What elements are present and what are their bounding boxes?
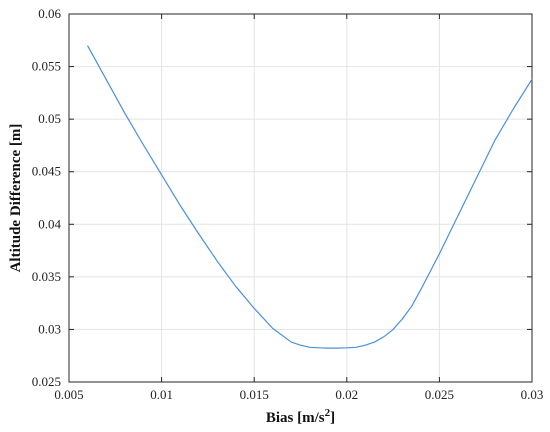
y-tick-label: 0.035 <box>32 269 61 284</box>
axes-frame <box>68 13 533 383</box>
plot-frame <box>68 13 533 383</box>
x-tick-label: 0.01 <box>150 387 173 402</box>
x-axis-title: Bias [m/s2] <box>266 407 335 426</box>
x-axis-title-superscript: 2 <box>325 407 331 419</box>
y-tick-label: 0.06 <box>38 6 61 21</box>
x-tick-label: 0.015 <box>240 387 269 402</box>
grid <box>68 13 533 383</box>
y-tick-label: 0.05 <box>38 111 61 126</box>
ticks: 0.005 0.01 0.015 0.02 0.025 0.03 0.025 0.03 0.03… <box>32 6 544 402</box>
x-tick-label: 0.03 <box>521 387 544 402</box>
series-layer <box>86 45 533 349</box>
x-axis-title-suffix: ] <box>330 410 335 426</box>
y-tick-label: 0.055 <box>32 59 61 74</box>
x-tick-label: 0.005 <box>54 387 83 402</box>
x-tick-label: 0.02 <box>335 387 358 402</box>
y-tick-label: 0.025 <box>32 374 61 389</box>
series-line <box>86 45 533 349</box>
x-axis-title-main: Bias [m/s <box>266 410 325 426</box>
x-tick-label: 0.025 <box>425 387 454 402</box>
y-axis-title: Altitude Difference [m] <box>8 124 24 273</box>
y-tick-label: 0.045 <box>32 164 61 179</box>
y-tick-label: 0.03 <box>38 321 61 336</box>
y-tick-label: 0.04 <box>38 216 61 231</box>
